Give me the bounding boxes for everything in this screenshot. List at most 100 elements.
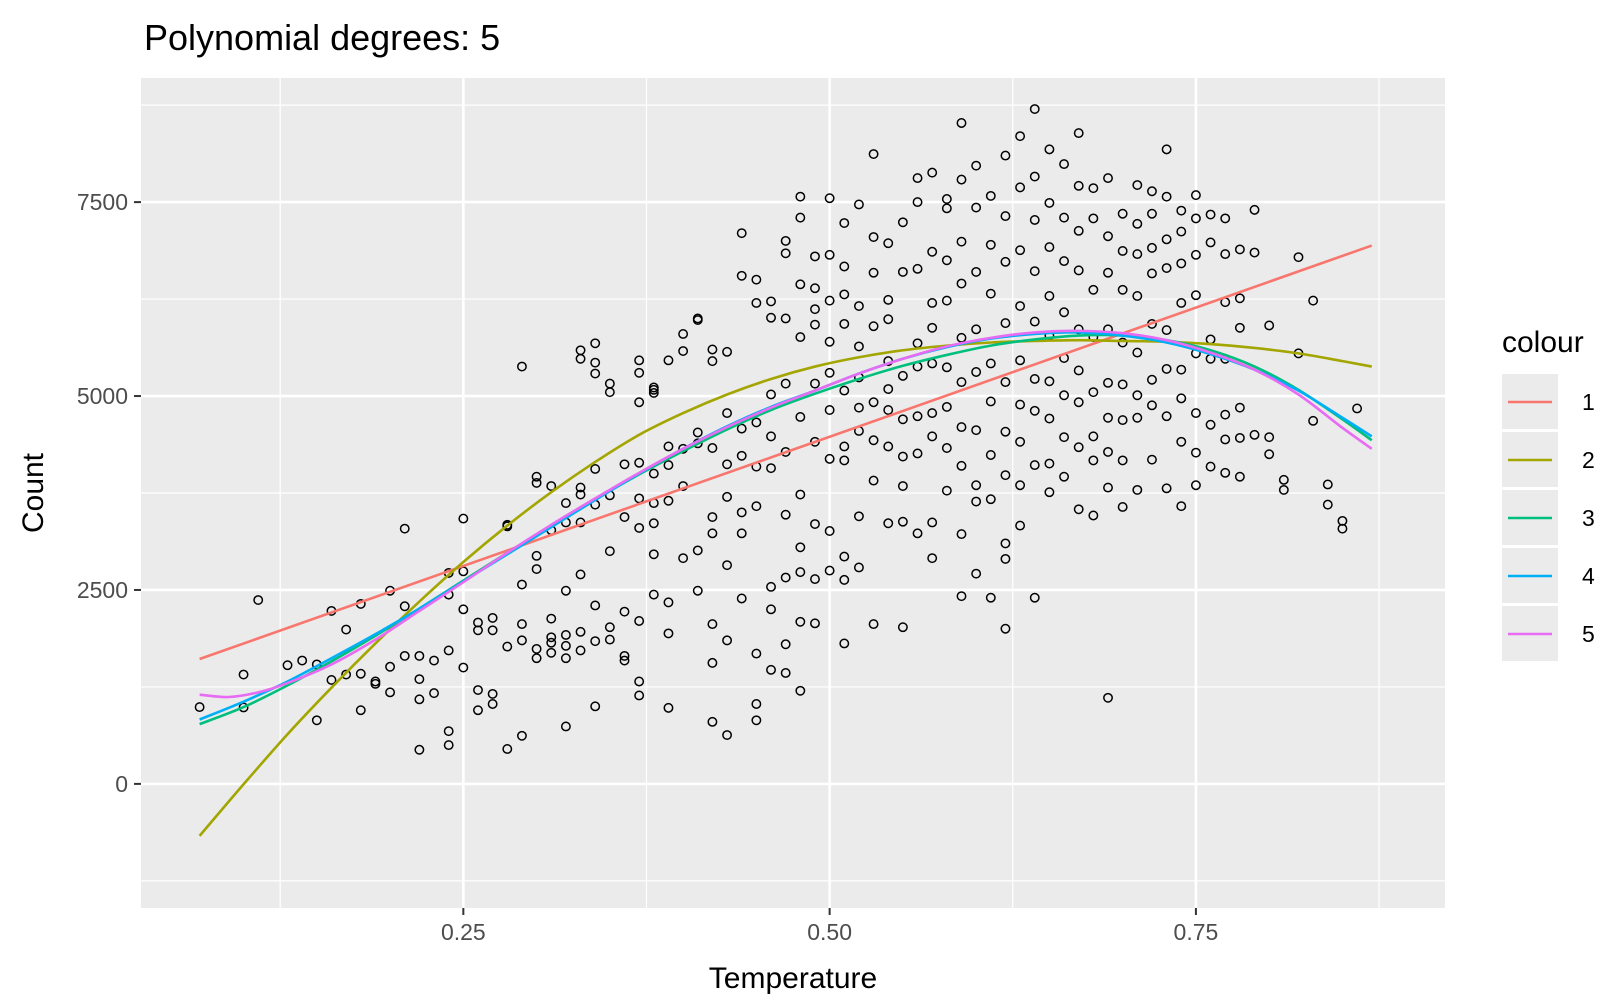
data-point xyxy=(839,385,850,396)
data-point xyxy=(619,655,630,666)
data-point xyxy=(1059,432,1070,443)
minor-gridlines xyxy=(141,78,1445,908)
data-point xyxy=(663,355,674,366)
data-point xyxy=(531,477,542,488)
data-point xyxy=(1161,411,1172,422)
data-point xyxy=(971,324,982,335)
data-point xyxy=(941,194,952,204)
data-point xyxy=(780,639,791,650)
data-point xyxy=(575,569,586,580)
data-point xyxy=(1029,171,1040,182)
legend-label: 2 xyxy=(1582,447,1595,473)
data-point xyxy=(971,367,982,377)
data-point xyxy=(766,389,776,400)
data-point xyxy=(1176,298,1187,308)
data-point xyxy=(780,509,791,520)
data-point xyxy=(663,597,674,608)
legend-label: 1 xyxy=(1582,389,1595,415)
data-point xyxy=(678,329,689,339)
data-point xyxy=(1000,150,1011,161)
data-point xyxy=(1015,480,1026,491)
data-point xyxy=(311,715,322,726)
data-point xyxy=(385,687,396,698)
data-point xyxy=(1073,265,1084,276)
data-point xyxy=(766,296,776,307)
data-point xyxy=(1278,484,1289,495)
data-point xyxy=(619,650,630,661)
data-point xyxy=(883,238,894,249)
data-point xyxy=(1205,237,1216,248)
data-point xyxy=(927,298,938,308)
data-point xyxy=(795,279,806,290)
data-point xyxy=(810,319,820,330)
data-point xyxy=(1234,432,1245,443)
data-point xyxy=(722,459,733,470)
data-point xyxy=(429,655,439,666)
data-point xyxy=(399,523,410,534)
data-point xyxy=(1249,204,1260,215)
data-point xyxy=(839,574,850,585)
data-point xyxy=(1308,295,1319,306)
chart-title: Polynomial degrees: 5 xyxy=(144,17,500,58)
data-point xyxy=(780,572,791,583)
data-point xyxy=(1000,377,1011,388)
data-point xyxy=(707,512,718,522)
data-point xyxy=(1029,374,1040,384)
data-point xyxy=(941,255,952,266)
data-point xyxy=(810,378,820,389)
data-point xyxy=(634,367,645,378)
data-point xyxy=(1147,242,1157,253)
data-point xyxy=(575,353,586,364)
data-point xyxy=(648,549,659,560)
data-point xyxy=(883,314,894,325)
data-point xyxy=(736,270,747,281)
data-point xyxy=(1147,454,1157,465)
data-point xyxy=(707,716,718,727)
data-point xyxy=(619,512,630,522)
data-point xyxy=(604,378,615,389)
data-point xyxy=(1015,131,1026,142)
data-point xyxy=(956,591,967,602)
data-point xyxy=(751,417,762,428)
data-point xyxy=(795,616,806,627)
data-point xyxy=(1029,460,1040,471)
data-point xyxy=(1132,249,1143,260)
data-point xyxy=(634,616,645,626)
fit-curve-degree-1 xyxy=(199,244,1373,661)
data-point xyxy=(883,294,894,305)
data-point xyxy=(575,626,586,637)
legend-title: colour xyxy=(1502,326,1584,359)
data-point xyxy=(722,730,733,740)
data-point xyxy=(560,721,571,732)
data-point xyxy=(1029,405,1040,416)
data-point xyxy=(810,283,820,294)
data-point xyxy=(429,688,439,699)
data-point xyxy=(985,450,996,460)
data-point xyxy=(560,653,571,664)
data-point xyxy=(355,668,366,679)
data-point xyxy=(1059,390,1070,401)
data-point xyxy=(795,412,806,422)
data-point xyxy=(663,495,674,506)
data-point xyxy=(707,443,718,453)
data-point xyxy=(634,690,645,701)
data-point xyxy=(780,668,791,678)
data-point xyxy=(487,625,498,636)
data-point xyxy=(795,567,806,578)
data-point xyxy=(502,519,513,530)
y-tick-label: 0 xyxy=(115,771,128,797)
data-point xyxy=(619,606,630,617)
data-point xyxy=(516,730,527,741)
data-point xyxy=(766,604,776,615)
data-point xyxy=(912,263,923,274)
data-point xyxy=(1000,470,1011,481)
data-point xyxy=(985,592,996,603)
data-point xyxy=(590,464,601,474)
data-point xyxy=(531,471,542,482)
data-point xyxy=(1220,213,1231,224)
data-point xyxy=(1220,434,1231,445)
data-point xyxy=(1147,400,1157,411)
data-point xyxy=(560,630,571,640)
data-point xyxy=(971,425,982,436)
data-point xyxy=(1352,403,1363,414)
